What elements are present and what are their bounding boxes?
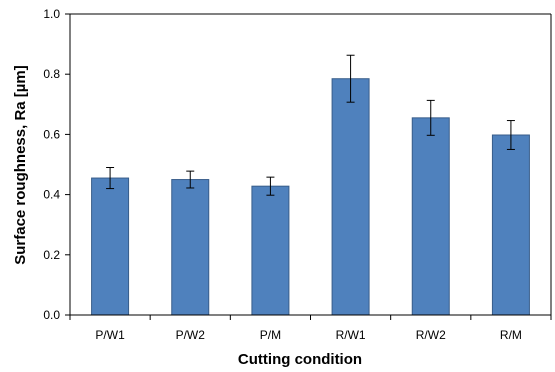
x-tick-labels: P/W1 P/W2 P/M R/W1 R/W2 R/M [95,328,522,342]
x-tick-label: P/W2 [176,328,206,342]
bar [491,134,530,316]
y-tick-labels: 0.0 0.2 0.4 0.6 0.8 1.0 [43,7,60,322]
axes-layer [65,13,552,320]
y-tick-label: 1.0 [43,7,60,21]
bar [331,78,370,316]
y-axis-title: Surface roughness, Ra [µm] [12,65,29,265]
bar [171,179,210,316]
y-tick-label: 0.2 [43,248,60,262]
y-tick-label: 0.4 [43,188,60,202]
y-tick-label: 0.6 [43,127,60,141]
x-tick-label: R/W1 [336,328,366,342]
bar [411,117,450,316]
x-tick-label: P/M [260,328,281,342]
bars-layer [91,78,530,316]
x-tick-label: R/W2 [416,328,446,342]
x-axis-title: Cutting condition [238,351,362,368]
x-tick-label: P/W1 [95,328,125,342]
y-tick-label: 0.0 [43,308,60,322]
x-tick-label: R/M [500,328,522,342]
bar [91,177,130,316]
y-tick-label: 0.8 [43,67,60,81]
error-bars-layer [106,54,515,196]
bar [251,185,290,316]
